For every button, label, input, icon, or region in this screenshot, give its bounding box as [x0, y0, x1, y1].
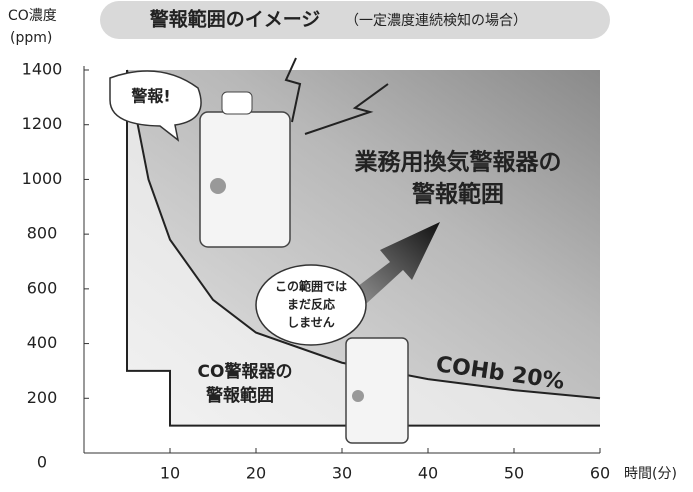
- x-tick-label: 20: [246, 464, 266, 483]
- x-tick-label: 50: [504, 464, 524, 483]
- device-button: [352, 390, 364, 402]
- y-tick-label: 1400: [22, 60, 63, 79]
- bubble-text: 警報!: [130, 87, 170, 106]
- x-tick-label: 40: [418, 464, 438, 483]
- bubble-text: まだ反応: [287, 297, 335, 312]
- alarm-device: [346, 338, 408, 443]
- subtitle: （一定濃度連続検知の場合）: [345, 12, 527, 29]
- page: {"chart_data": {"type": "line", "title":…: [0, 0, 693, 488]
- y-axis-label: (ppm): [10, 30, 52, 46]
- annotation: CO警報器の: [198, 361, 293, 382]
- x-tick-label: 10: [160, 464, 180, 483]
- y-tick-label: 1200: [22, 114, 63, 133]
- device-button: [210, 178, 226, 194]
- y-axis-label: CO濃度: [8, 8, 57, 24]
- x-tick-label: 30: [332, 464, 352, 483]
- y-tick-label: 600: [27, 278, 58, 297]
- y-tick-label: 800: [27, 224, 58, 243]
- y-tick-label: 200: [27, 388, 58, 407]
- y-tick-label: 0: [37, 453, 47, 472]
- chart: 0 200 400 600 800 1000 1200 1400 10 20 30 40 50 60 警報…: [0, 0, 693, 488]
- annotation: 警報範囲: [412, 181, 504, 208]
- x-tick-label: 60: [590, 464, 610, 483]
- title: 警報範囲のイメージ: [150, 8, 321, 31]
- annotation: 業務用換気警報器の: [354, 149, 562, 176]
- annotation: 警報範囲: [205, 385, 274, 406]
- bubble-text: この範囲では: [275, 279, 347, 294]
- device-top: [222, 92, 252, 114]
- y-tick-label: 1000: [22, 169, 63, 188]
- x-axis-label: 時間(分): [624, 466, 677, 482]
- y-tick-label: 400: [27, 333, 58, 352]
- bubble-text: しません: [287, 316, 335, 330]
